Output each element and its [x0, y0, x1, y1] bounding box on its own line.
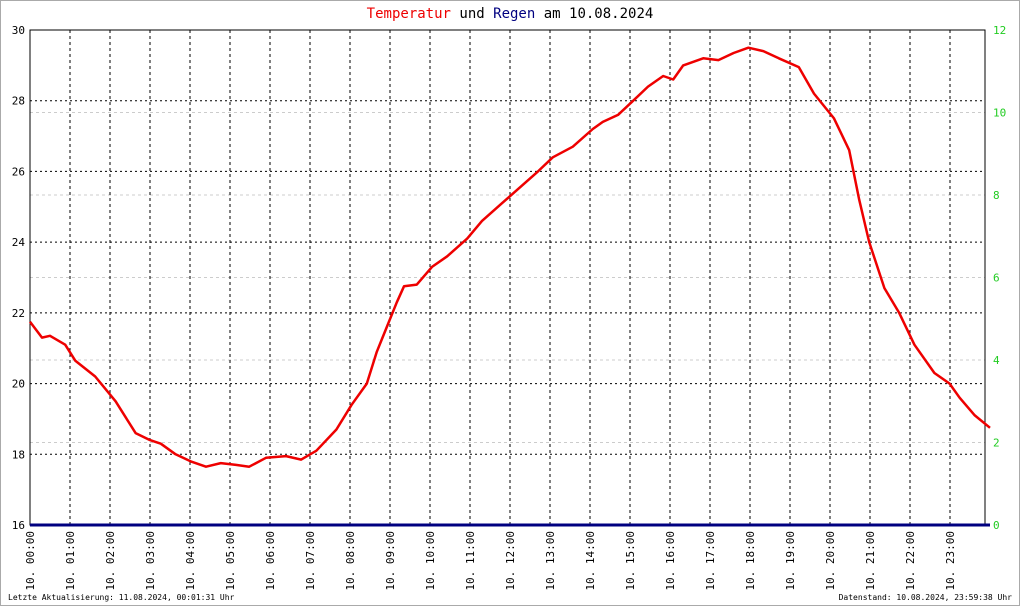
x-tick-label: 10. 04:00 — [184, 531, 197, 591]
y2-tick-label: 12 — [993, 24, 1006, 37]
title-temp: Temperatur — [367, 6, 451, 22]
x-tick-label: 10. 22:00 — [904, 531, 917, 591]
x-tick-label: 10. 14:00 — [584, 531, 597, 591]
x-tick-label: 10. 23:00 — [944, 531, 957, 591]
x-tick-label: 10. 16:00 — [664, 531, 677, 591]
y2-tick-label: 4 — [993, 354, 1000, 367]
x-tick-label: 10. 02:00 — [104, 531, 117, 591]
y-tick-label: 28 — [12, 95, 25, 108]
x-tick-label: 10. 19:00 — [784, 531, 797, 591]
x-tick-label: 10. 17:00 — [704, 531, 717, 591]
title-and: und — [459, 6, 484, 22]
x-tick-label: 10. 07:00 — [304, 531, 317, 591]
y-tick-label: 24 — [12, 236, 26, 249]
y2-tick-label: 6 — [993, 272, 1000, 285]
x-tick-label: 10. 20:00 — [824, 531, 837, 591]
chart-title: Temperatur und Regen am 10.08.2024 — [367, 6, 654, 22]
y-tick-label: 26 — [12, 165, 25, 178]
y2-tick-label: 10 — [993, 107, 1006, 120]
x-tick-label: 10. 09:00 — [384, 531, 397, 591]
x-tick-label: 10. 00:00 — [24, 531, 37, 591]
x-tick-label: 10. 15:00 — [624, 531, 637, 591]
y-tick-label: 18 — [12, 448, 25, 461]
y-tick-label: 30 — [12, 24, 25, 37]
footer-right: Datenstand: 10.08.2024, 23:59:38 Uhr — [839, 593, 1013, 602]
x-tick-label: 10. 11:00 — [464, 531, 477, 591]
y2-tick-label: 2 — [993, 437, 1000, 450]
x-tick-label: 10. 10:00 — [424, 531, 437, 591]
x-tick-label: 10. 03:00 — [144, 531, 157, 591]
x-tick-label: 10. 06:00 — [264, 531, 277, 591]
x-tick-label: 10. 08:00 — [344, 531, 357, 591]
title-date: am 10.08.2024 — [544, 6, 654, 22]
y2-tick-label: 0 — [993, 519, 1000, 532]
x-tick-label: 10. 21:00 — [864, 531, 877, 591]
footer-left: Letzte Aktualisierung: 11.08.2024, 00:01… — [8, 593, 235, 602]
x-tick-label: 10. 13:00 — [544, 531, 557, 591]
y-tick-label: 16 — [12, 519, 25, 532]
x-tick-label: 10. 05:00 — [224, 531, 237, 591]
x-tick-label: 10. 12:00 — [504, 531, 517, 591]
y2-tick-label: 8 — [993, 189, 1000, 202]
x-tick-label: 10. 18:00 — [744, 531, 757, 591]
y-tick-label: 20 — [12, 378, 25, 391]
x-tick-label: 10. 01:00 — [64, 531, 77, 591]
series-line — [29, 46, 991, 468]
y-tick-label: 22 — [12, 307, 25, 320]
title-rain: Regen — [493, 6, 535, 22]
